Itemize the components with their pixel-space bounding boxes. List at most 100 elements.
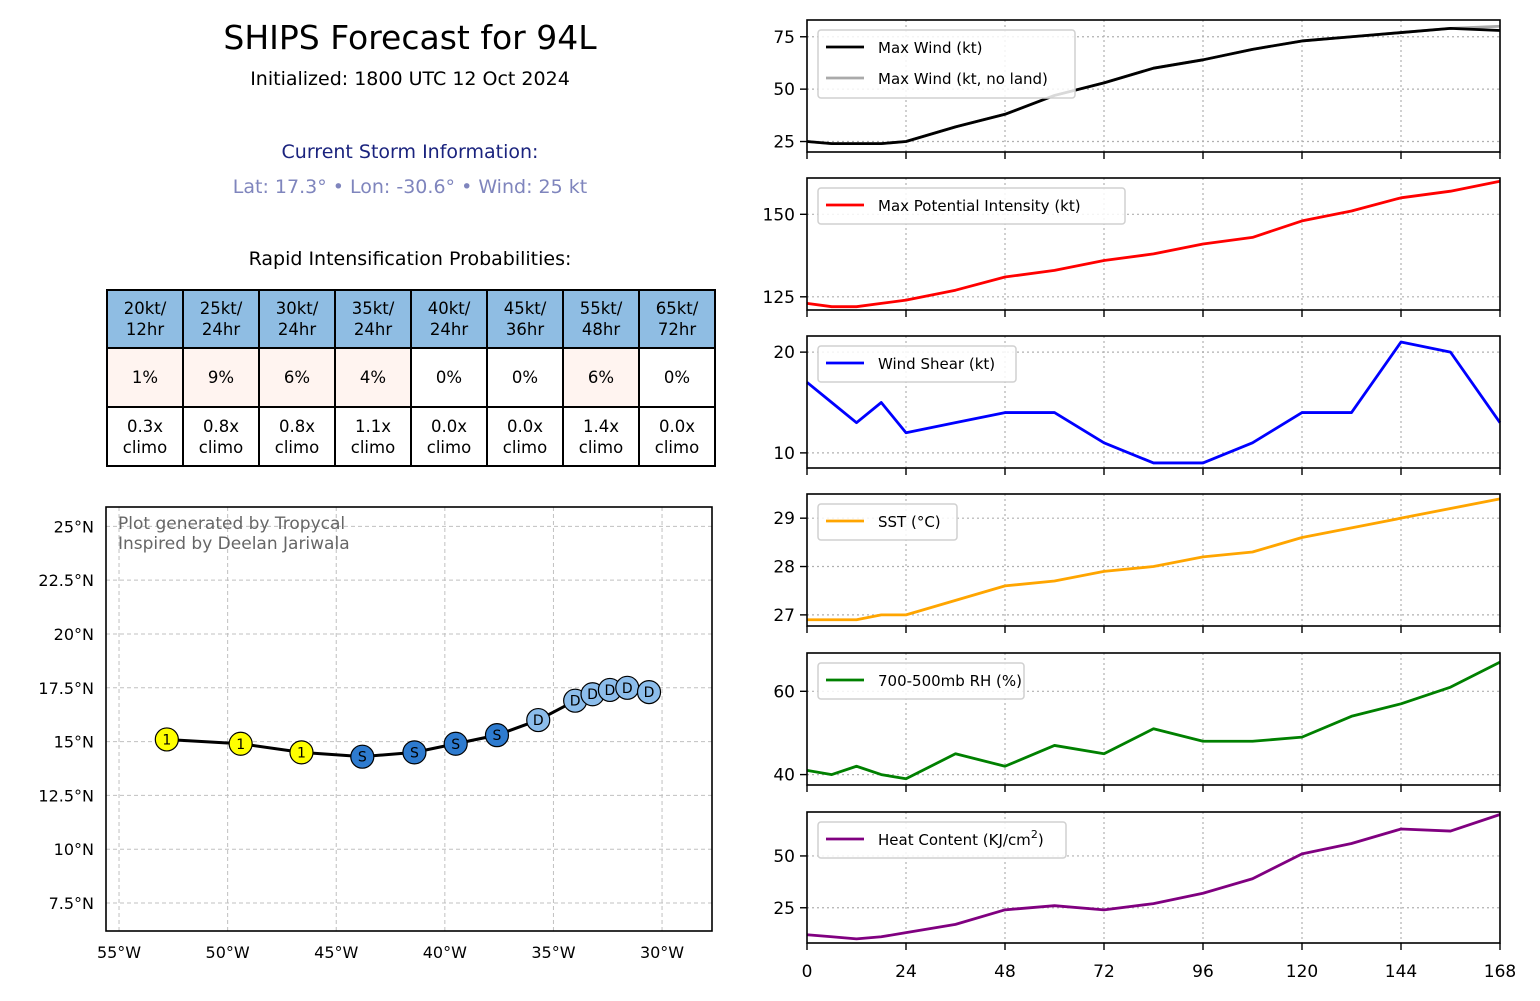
storm-info-heading: Current Storm Information: bbox=[281, 141, 539, 163]
ri-climo-cell: 0.0x climo bbox=[486, 406, 564, 467]
legend-label-text: Max Wind (kt) bbox=[878, 39, 983, 57]
ri-climo-cell: 0.0x climo bbox=[638, 406, 716, 467]
ri-probability-table: 20kt/12hr 25kt/24hr 30kt/24hr 35kt/24hr 40kt… bbox=[106, 289, 716, 467]
legend-label: Max Wind (kt) bbox=[878, 39, 983, 57]
track-point-label: S bbox=[410, 745, 419, 761]
ri-climo-cell: 0.3x climo bbox=[106, 406, 184, 467]
series-line bbox=[806, 26, 1501, 146]
x-tick-label: 72 bbox=[1093, 962, 1115, 982]
ri-climo-cell: 0.8x climo bbox=[258, 406, 336, 467]
y-tick-label: 27 bbox=[773, 606, 795, 626]
ri-header-cell-line2: 24hr bbox=[429, 320, 469, 339]
ri-climo-cell-line2: climo bbox=[578, 437, 624, 457]
track-point-label: D bbox=[605, 683, 616, 699]
ri-climo-cell: 1.4x climo bbox=[562, 406, 640, 467]
track-point-label: S bbox=[358, 750, 367, 766]
ri-header-cell: 35kt/24hr bbox=[334, 289, 412, 349]
lat-tick-label: 10°N bbox=[54, 840, 94, 859]
legend-label-text: Heat Content (KJ/cm bbox=[878, 831, 1031, 849]
ri-probability-cell: 0% bbox=[486, 347, 564, 408]
track-point bbox=[154, 727, 179, 752]
track-point-label: 1 bbox=[236, 737, 245, 753]
series-line bbox=[806, 813, 1501, 941]
ri-climo-cell-line2: climo bbox=[654, 437, 700, 457]
legend-box bbox=[817, 187, 1126, 225]
map-background bbox=[106, 507, 712, 931]
legend-label-text: Wind Shear (kt) bbox=[878, 355, 995, 373]
time-series-panel: 10 20 Wind Shear (kt) bbox=[773, 335, 1502, 475]
ri-climo-cell: 1.1x climo bbox=[334, 406, 412, 467]
lat-tick-label: 22.5°N bbox=[38, 571, 94, 590]
legend-box bbox=[817, 503, 958, 541]
ri-header-cell-line2: 24hr bbox=[201, 320, 241, 339]
y-tick-label: 50 bbox=[773, 847, 795, 867]
time-series-panel: 27 28 29 SST (°C) bbox=[773, 493, 1501, 633]
ri-header-cell-line1: 30kt/ bbox=[275, 299, 319, 318]
ri-header-cell: 65kt/72hr bbox=[638, 289, 716, 349]
lon-tick-label: 50°W bbox=[206, 943, 250, 962]
legend-box bbox=[817, 662, 1025, 700]
ri-probability-cell: 6% bbox=[258, 347, 336, 408]
track-point-label: 1 bbox=[162, 732, 171, 748]
ri-probability-row: 1% 9% 6% 4% 0% 0% 6% 0% bbox=[106, 347, 716, 408]
y-tick-label: 25 bbox=[773, 899, 795, 919]
y-tick-label: 10 bbox=[773, 444, 795, 464]
ri-climo-cell-line2: climo bbox=[274, 437, 320, 457]
ri-climo-cell-line1: 0.0x bbox=[430, 416, 467, 436]
y-tick-label: 29 bbox=[773, 509, 795, 529]
series-line bbox=[806, 660, 1501, 781]
lon-tick-label: 55°W bbox=[97, 943, 141, 962]
y-tick-label: 50 bbox=[773, 80, 795, 100]
track-point bbox=[526, 707, 551, 733]
lon-tick-label: 35°W bbox=[531, 943, 575, 962]
ri-climo-cell-line2: climo bbox=[350, 437, 396, 457]
track-point-label: D bbox=[587, 687, 598, 703]
legend-label: Max Potential Intensity (kt) bbox=[878, 197, 1081, 215]
ri-climo-cell-line1: 1.1x bbox=[354, 416, 391, 436]
y-tick-label: 75 bbox=[773, 28, 795, 48]
ri-header-cell: 45kt/36hr bbox=[486, 289, 564, 349]
panel-frame bbox=[806, 652, 1501, 786]
track-point bbox=[402, 740, 427, 765]
ri-probability-cell: 1% bbox=[106, 347, 184, 408]
time-series-panel: 25 50 Heat Content (KJ/cm2) bbox=[773, 811, 1501, 950]
ri-header-cell-line1: 45kt/ bbox=[503, 299, 547, 318]
track-point bbox=[636, 679, 662, 705]
ri-climo-row: 0.3x climo 0.8x climo 0.8x climo 1.1x climo 0.0x… bbox=[106, 406, 716, 467]
ri-climo-cell-line2: climo bbox=[426, 437, 472, 457]
y-tick-label: 20 bbox=[773, 343, 795, 363]
ri-climo-cell-line1: 0.3x bbox=[126, 416, 163, 436]
y-tick-label: 28 bbox=[773, 558, 795, 578]
ri-climo-cell-line1: 0.8x bbox=[278, 416, 315, 436]
lat-tick-label: 12.5°N bbox=[38, 786, 94, 805]
ri-header-cell-line1: 25kt/ bbox=[199, 299, 243, 318]
series-line bbox=[806, 340, 1502, 465]
ri-header-cell-line1: 65kt/ bbox=[655, 299, 699, 318]
track-point-label: D bbox=[622, 681, 633, 697]
ri-header-cell-line1: 55kt/ bbox=[579, 299, 623, 318]
ri-probability-cell: 6% bbox=[562, 347, 640, 408]
ri-header-cell-line1: 40kt/ bbox=[427, 299, 471, 318]
ri-climo-cell: 0.8x climo bbox=[182, 406, 260, 467]
ri-climo-cell-line2: climo bbox=[198, 437, 244, 457]
y-tick-label: 60 bbox=[773, 682, 795, 702]
lon-tick-label: 45°W bbox=[314, 943, 358, 962]
panel-frame bbox=[806, 335, 1501, 469]
ri-header-cell: 55kt/48hr bbox=[562, 289, 640, 349]
x-tick-label: 144 bbox=[1385, 962, 1417, 982]
lat-tick-label: 7.5°N bbox=[49, 894, 94, 913]
ri-header-cell-line1: 35kt/ bbox=[351, 299, 395, 318]
legend-label: Wind Shear (kt) bbox=[878, 355, 995, 373]
ri-header-cell-line2: 72hr bbox=[657, 320, 697, 339]
track-point-label: D bbox=[533, 713, 544, 729]
ri-header-cell-line2: 48hr bbox=[581, 320, 621, 339]
y-tick-label: 40 bbox=[773, 766, 795, 786]
track-point-label: D bbox=[570, 694, 581, 710]
track-point bbox=[289, 740, 314, 765]
legend-box bbox=[817, 345, 1017, 383]
page-title: SHIPS Forecast for 94L bbox=[223, 18, 597, 57]
lat-tick-label: 25°N bbox=[54, 517, 94, 536]
ri-probability-cell: 0% bbox=[638, 347, 716, 408]
time-series-panel: 25 50 75 Max Wind (kt) Max Wind (kt, no land… bbox=[773, 19, 1501, 159]
